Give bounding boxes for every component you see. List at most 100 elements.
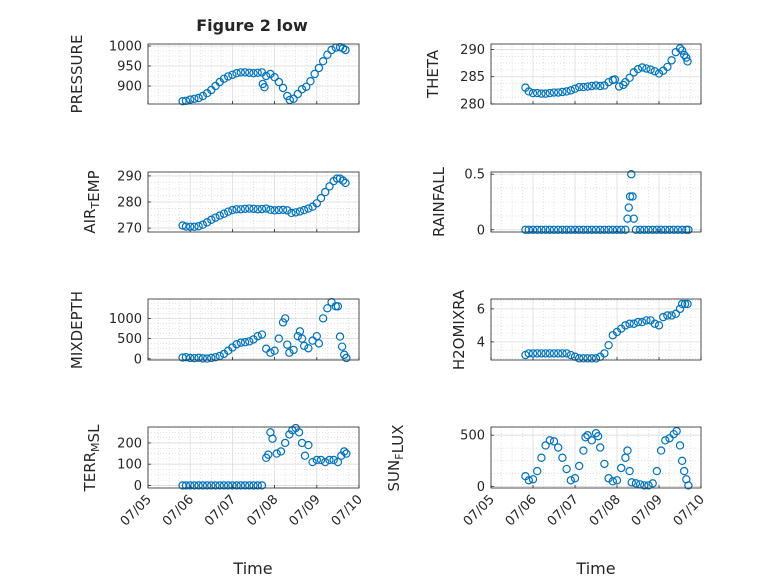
data-point <box>642 316 651 325</box>
data-point <box>285 95 294 105</box>
data-point <box>186 95 195 104</box>
y-tick-label: 280 <box>117 196 142 211</box>
data-point <box>304 204 313 213</box>
y-tick-label: 200 <box>117 436 142 451</box>
data-point <box>591 354 601 363</box>
axes-box <box>147 43 360 105</box>
data-point <box>211 352 220 362</box>
data-point <box>587 81 597 91</box>
data-point <box>656 225 666 234</box>
axes-box <box>490 426 702 489</box>
y-tick-label: 1000 <box>109 40 142 55</box>
data-point <box>261 204 271 213</box>
data-point <box>186 222 195 231</box>
subplot-theta: 280 285 290 THETA <box>424 43 702 113</box>
y-tick-label: 290 <box>117 169 142 184</box>
data-point <box>661 225 670 234</box>
data-point <box>600 225 609 234</box>
data-point <box>293 331 303 341</box>
data-point <box>587 225 597 234</box>
data-point <box>574 354 584 363</box>
x-axis-label: Time <box>232 559 272 578</box>
data-point <box>245 204 254 213</box>
figure-title: Figure 2 low <box>196 16 308 35</box>
data-point <box>667 56 676 65</box>
data-point <box>682 53 691 62</box>
data-point <box>675 44 685 53</box>
data-point <box>621 77 630 87</box>
data-point <box>228 205 237 215</box>
data-point <box>274 334 284 343</box>
data-point <box>181 222 191 231</box>
data-point <box>223 207 233 216</box>
data-point <box>524 349 534 358</box>
data-point <box>249 69 258 78</box>
y-tick-label: 100 <box>117 458 142 473</box>
y-tick-label: 0 <box>134 352 142 367</box>
data-point <box>312 455 321 465</box>
data-point <box>541 349 550 358</box>
data-point <box>637 63 647 72</box>
data-point <box>562 225 571 234</box>
data-point <box>280 438 290 448</box>
data-point <box>587 436 597 445</box>
data-point <box>289 345 298 355</box>
data-point <box>625 466 634 476</box>
data-point <box>669 225 678 234</box>
y-axis-label-part: TERR <box>81 452 99 493</box>
data-point <box>680 299 690 309</box>
data-point <box>553 88 563 97</box>
data-point <box>621 321 630 330</box>
data-point <box>232 481 241 490</box>
data-point <box>340 447 349 456</box>
data-point <box>219 481 229 490</box>
data-point <box>612 476 622 485</box>
data-point <box>644 225 653 234</box>
data-point <box>198 481 208 490</box>
data-point <box>260 83 269 92</box>
axes-box <box>490 298 702 361</box>
data-point <box>545 225 555 234</box>
data-point <box>627 478 636 487</box>
data-point <box>533 225 542 234</box>
data-point <box>624 203 633 212</box>
data-point <box>318 314 328 323</box>
data-point <box>684 225 693 234</box>
data-point <box>533 466 542 476</box>
data-point <box>642 64 651 73</box>
data-point <box>194 222 203 231</box>
data-point <box>528 475 538 484</box>
data-point <box>549 349 559 358</box>
data-point <box>190 94 199 104</box>
data-point <box>683 57 692 66</box>
data-point <box>625 192 635 201</box>
data-point <box>181 352 191 362</box>
data-point <box>272 449 281 458</box>
x-axis-label: Time <box>575 559 615 578</box>
data-point <box>257 481 267 490</box>
data-point <box>338 176 348 185</box>
data-point <box>236 338 246 347</box>
data-point <box>595 81 605 91</box>
data-point <box>566 350 576 360</box>
axes-box <box>490 171 702 233</box>
data-point <box>327 45 336 55</box>
data-point <box>283 206 292 215</box>
data-point <box>625 73 634 83</box>
y-tick-label: 0 <box>477 223 485 238</box>
y-axis-label-part: H2OMIXRA <box>450 289 468 370</box>
data-point <box>194 353 203 362</box>
data-point <box>323 304 332 313</box>
data-point <box>533 88 542 98</box>
data-point <box>566 476 576 485</box>
data-point <box>610 75 620 84</box>
data-point <box>261 71 271 81</box>
y-tick-label: 270 <box>117 222 142 237</box>
data-point <box>583 354 592 363</box>
data-point <box>186 353 195 363</box>
y-tick-label: 900 <box>117 80 142 95</box>
y-axis-label-part: PRESSURE <box>68 35 86 114</box>
data-point <box>537 453 546 462</box>
data-point <box>190 353 199 363</box>
data-point <box>302 82 311 92</box>
